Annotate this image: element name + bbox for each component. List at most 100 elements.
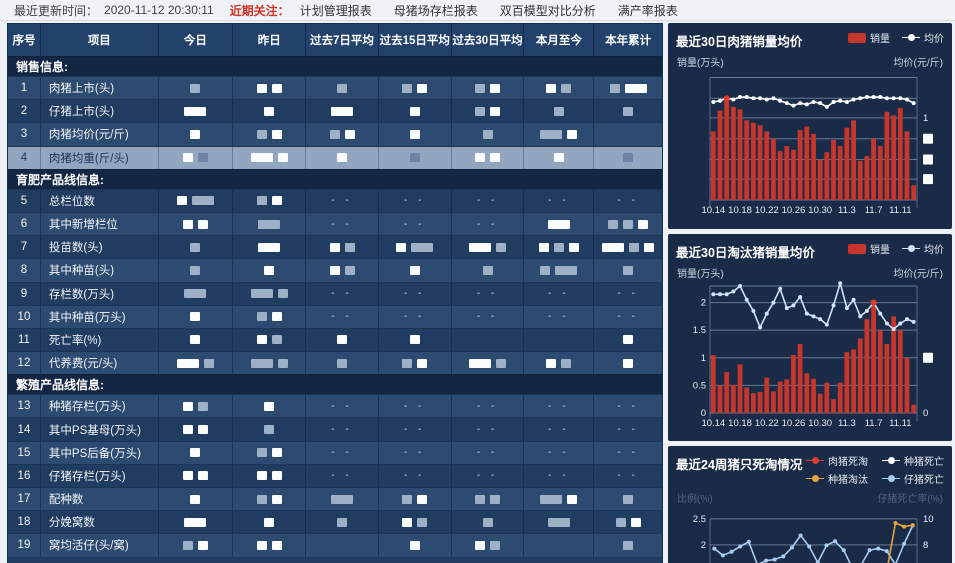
table-row[interactable]: 6 其中新增栏位 - - - - - - xyxy=(8,211,662,236)
table-row[interactable]: 2 仔猪上市(头) xyxy=(8,99,662,123)
legend-item-2[interactable]: 种猪淘汰 xyxy=(806,471,868,486)
bar-line-chart[interactable]: 1 10.14 10.18 10.22 10.26 10.30 11.3 11.7 11.11 xyxy=(676,69,944,222)
table-row[interactable]: 15 其中PS后备(万头) - - - - - - - - - - xyxy=(8,440,662,464)
redacted-value-block xyxy=(344,242,355,252)
column-header: 序号 xyxy=(8,24,41,56)
data-cell xyxy=(159,189,234,212)
table-row[interactable]: 10 其中种苗(万头) - - - - - - - - - - xyxy=(8,304,662,328)
row-label: 其中种苗(万头) xyxy=(41,305,159,328)
data-cell: - - xyxy=(306,189,379,212)
line-chart[interactable]: 2.510281.56140.52 xyxy=(676,505,944,563)
no-data-dashes: - - xyxy=(331,311,353,323)
data-cell xyxy=(594,329,662,351)
redacted-value-block xyxy=(271,196,282,206)
table-row[interactable]: 12 代养费(元/头) xyxy=(8,351,662,375)
data-cell: - - xyxy=(594,306,662,328)
redacted-value-block xyxy=(256,129,267,139)
svg-text:10.26: 10.26 xyxy=(782,205,806,216)
menu-item-3[interactable]: 满产率报表 xyxy=(617,3,678,18)
data-cell: - - xyxy=(306,305,379,328)
redacted-value-block xyxy=(256,335,267,345)
legend-item-1[interactable]: 均价 xyxy=(902,241,944,256)
row-number: 12 xyxy=(8,352,41,375)
table-row[interactable]: 18 分娩窝数 xyxy=(8,510,662,534)
row-label: 其中种苗(头) xyxy=(41,259,159,282)
legend-item-1[interactable]: 种猪死亡 xyxy=(882,453,944,468)
data-cell xyxy=(233,488,307,511)
line-dot-icon xyxy=(902,244,920,253)
table-row[interactable]: 4 肉猪均重(斤/头) xyxy=(8,145,662,169)
table-row[interactable]: 17 配种数 xyxy=(8,487,662,511)
row-number: 17 xyxy=(8,488,41,511)
table-row[interactable]: 19 窝均活仔(头/窝) xyxy=(8,533,662,557)
row-number: 4 xyxy=(8,146,41,169)
redacted-value-block xyxy=(490,106,501,116)
redacted-value-block xyxy=(540,129,563,139)
table-row[interactable]: 3 肉猪均价(元/斤) xyxy=(8,122,662,146)
data-cell xyxy=(233,305,307,328)
table-row[interactable]: 14 其中PS基母(万头) - - - - - - - - - - xyxy=(8,417,662,441)
row-label: 配种数 xyxy=(41,488,159,511)
legend-item-0[interactable]: 销量 xyxy=(848,30,890,45)
data-cell xyxy=(594,77,662,99)
redacted-value-block xyxy=(264,265,275,275)
redacted-value-block xyxy=(402,358,413,368)
redacted-value-block xyxy=(329,265,340,275)
data-cell: - - xyxy=(452,395,525,418)
menu-item-1[interactable]: 母猪场存栏报表 xyxy=(393,3,478,18)
redacted-value-block xyxy=(624,83,647,93)
redacted-value-block xyxy=(396,242,407,252)
redacted-value-block xyxy=(271,335,282,345)
table-row[interactable]: 11 死亡率(%) xyxy=(8,327,662,352)
row-label: 窝均活仔(头/窝) xyxy=(41,534,159,557)
table-row[interactable]: 7 投苗数(头) xyxy=(8,235,662,259)
no-data-dashes: - - xyxy=(404,400,426,412)
redacted-value-block xyxy=(496,358,507,368)
table-row[interactable]: 1 肉猪上市(头) xyxy=(8,76,662,100)
legend-item-0[interactable]: 销量 xyxy=(848,241,890,256)
data-cell xyxy=(452,146,525,169)
data-cell xyxy=(159,441,234,464)
row-label: 肉猪均重(斤/头) xyxy=(41,146,159,169)
legend-item-3[interactable]: 仔猪死亡 xyxy=(882,471,944,486)
data-cell: - - xyxy=(379,441,452,464)
table-row[interactable]: 13 种猪存栏(万头) - - - - - - - - - - xyxy=(8,394,662,418)
legend-item-0[interactable]: 肉猪死淘 xyxy=(806,453,868,468)
data-cell xyxy=(452,534,525,557)
redacted-value-block xyxy=(182,219,193,229)
redacted-value-block xyxy=(184,106,207,116)
bar-line-chart[interactable]: 2 1.5 1 0.5 0 0 10.14 10.18 10.22 10.26 10.30 11.3 1… xyxy=(676,280,944,435)
data-cell xyxy=(452,236,525,259)
data-cell: - - xyxy=(524,464,595,487)
menu-item-2[interactable]: 双百模型对比分析 xyxy=(499,3,596,18)
data-cell xyxy=(594,259,662,281)
data-cell xyxy=(159,352,234,375)
no-data-dashes: - - xyxy=(617,447,639,459)
table-row[interactable]: 9 存栏数(万头) - - - - - - - - - - xyxy=(8,281,662,305)
data-cell xyxy=(452,511,525,534)
redacted-value-block xyxy=(256,471,267,481)
row-label: 肉猪均价(元/斤) xyxy=(41,123,159,146)
redacted-value-block xyxy=(482,517,493,527)
line-dot-icon xyxy=(806,456,824,465)
legend-item-1[interactable]: 均价 xyxy=(902,30,944,45)
data-cell xyxy=(159,123,234,146)
redacted-value-block xyxy=(256,448,267,458)
no-data-dashes: - - xyxy=(404,447,426,459)
redacted-value-block xyxy=(190,494,201,504)
table-row[interactable]: 16 仔猪存栏(万头) - - - - - - - - - - xyxy=(8,463,662,487)
data-cell xyxy=(159,328,234,352)
report-table: 序号 项目 今日 昨日 过去7日平均 过去15日平均 过去30日平均 本月至今 本年累计 销售信… xyxy=(7,23,663,563)
no-data-dashes: - - xyxy=(548,400,570,412)
legend-label: 销量 xyxy=(870,34,890,45)
topbar-menu: 计划管理报表 母猪场存栏报表 双百模型对比分析 满产率报表 xyxy=(300,2,678,19)
menu-item-0[interactable]: 计划管理报表 xyxy=(299,3,372,18)
redacted-value-block xyxy=(623,265,634,275)
table-row[interactable]: 5 总栏位数 - - - - - - - - - - xyxy=(8,188,662,212)
redacted-value-block xyxy=(417,83,428,93)
legend-label: 销量 xyxy=(870,245,890,256)
no-data-dashes: - - xyxy=(476,470,499,482)
svg-text:11.11: 11.11 xyxy=(889,205,911,216)
table-row[interactable]: 8 其中种苗(头) xyxy=(8,258,662,282)
row-number: 5 xyxy=(8,189,41,212)
